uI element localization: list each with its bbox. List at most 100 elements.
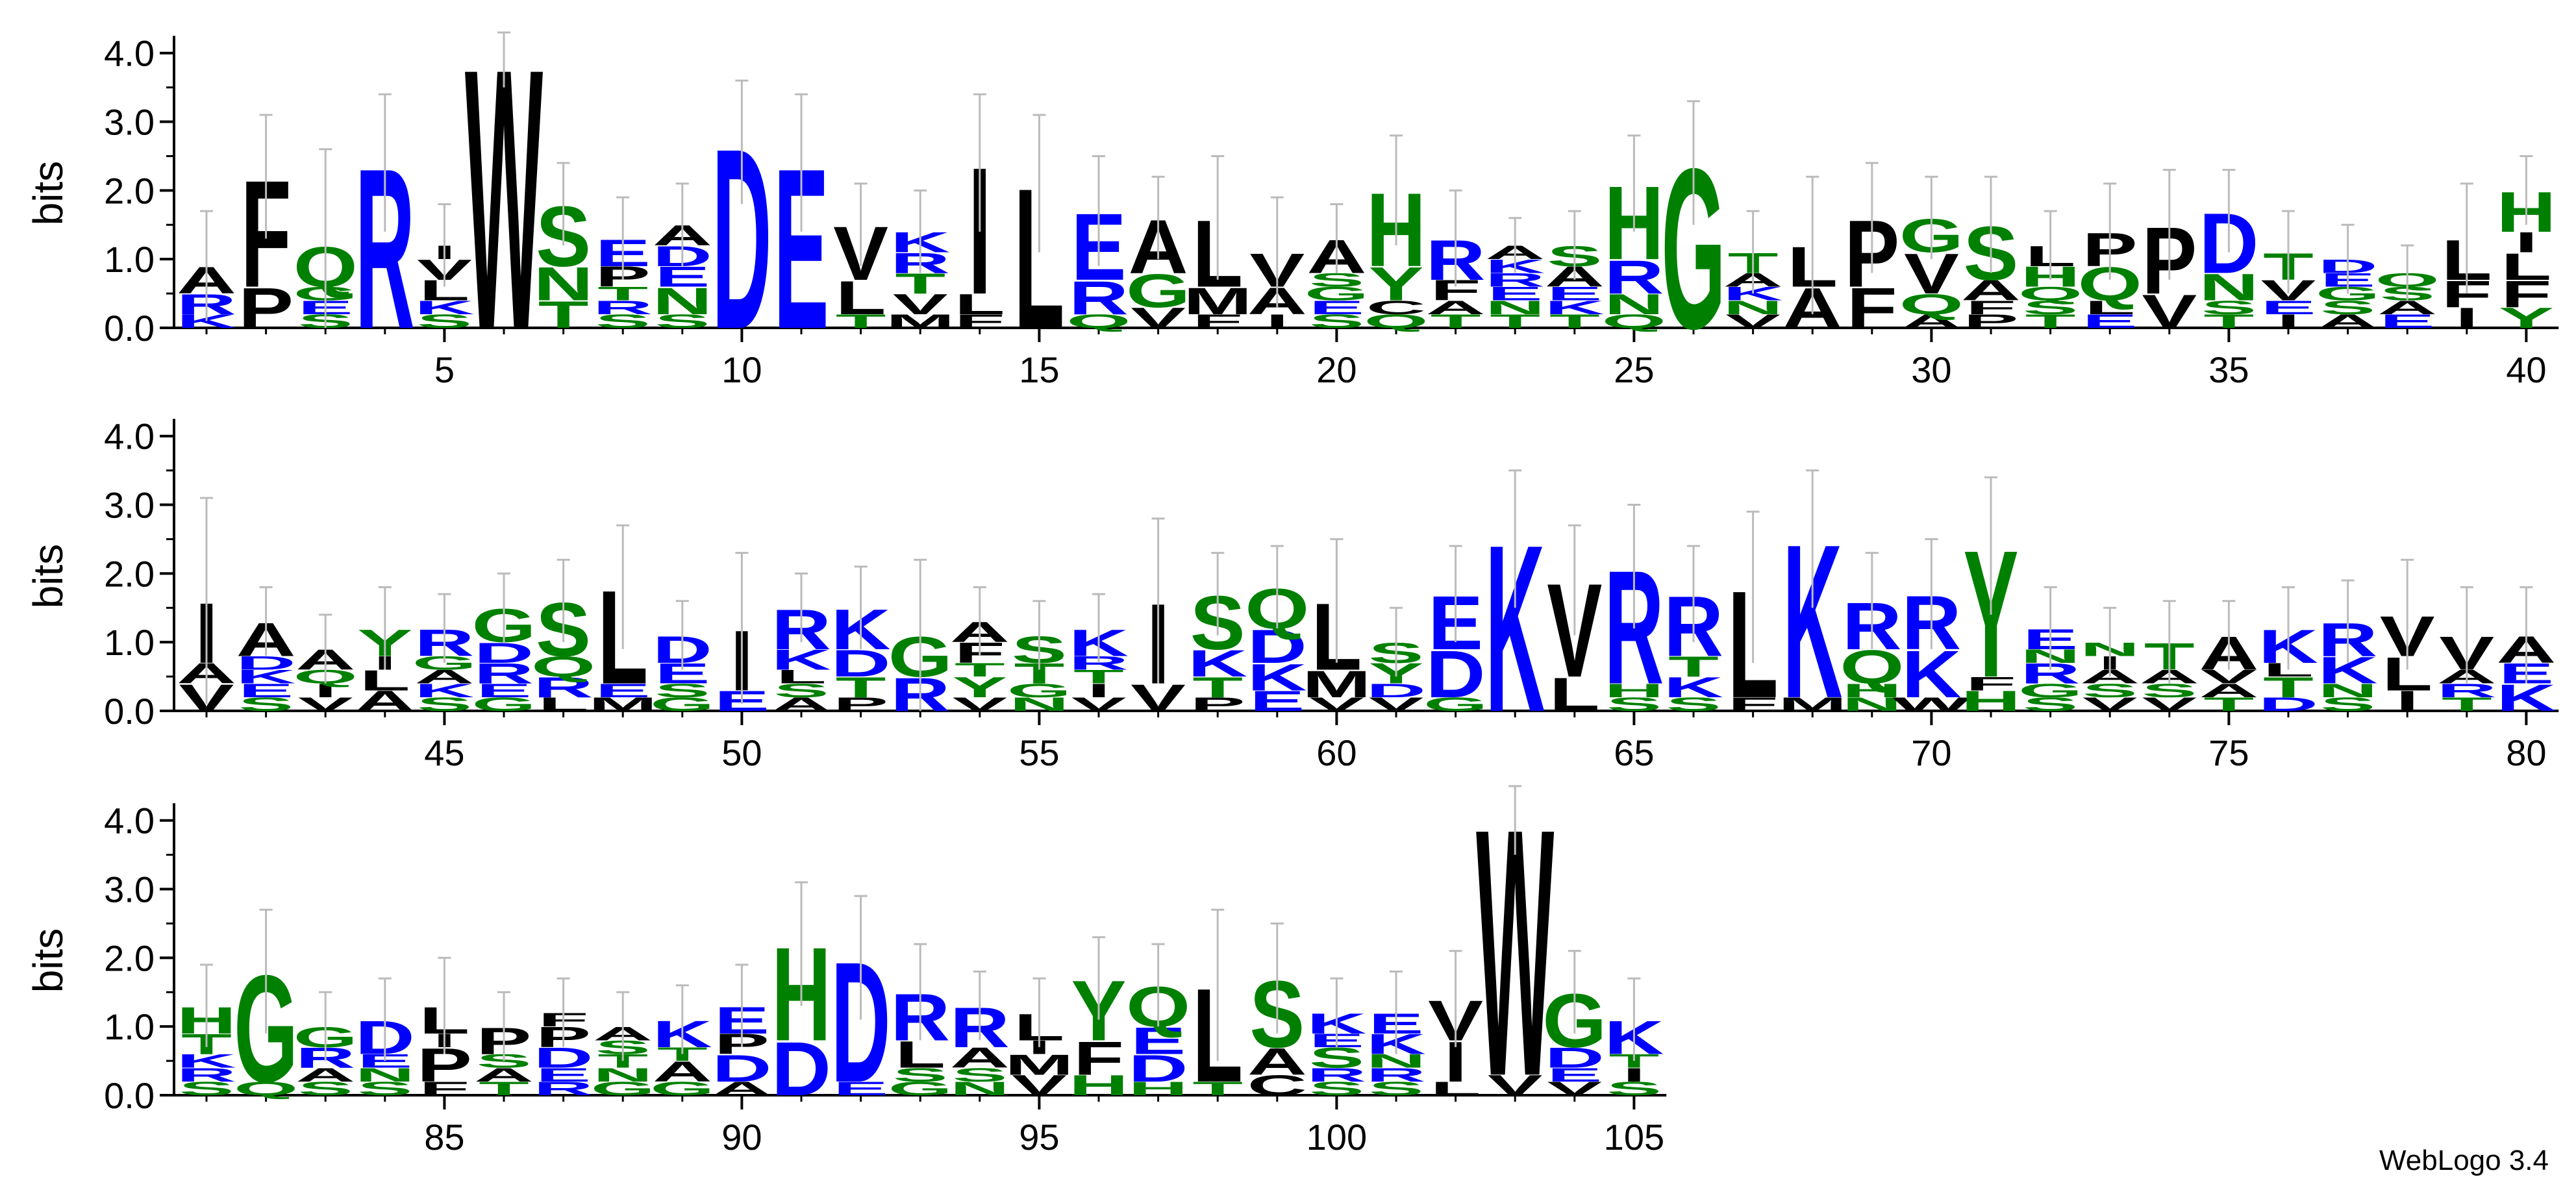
- x-tick-label: 65: [1614, 732, 1654, 773]
- logo-letter-I: I: [2277, 310, 2299, 332]
- logo-letter-H: H: [1069, 1070, 1129, 1102]
- logo-letter-T: T: [2263, 671, 2314, 703]
- logo-letter-Q: Q: [1067, 310, 1131, 332]
- logo-letter-S: S: [595, 310, 651, 332]
- logo-letter-K: K: [1188, 642, 1247, 685]
- logo-letter-A: A: [1426, 297, 1486, 318]
- logo-letter-E: E: [2380, 310, 2435, 332]
- logo-letter-R: R: [1604, 251, 1664, 304]
- logo-letter-V: V: [1071, 693, 1127, 715]
- logo-letter-A: A: [355, 686, 415, 717]
- logo-letter-V: V: [1488, 1070, 1543, 1102]
- logo-letter-E: E: [1249, 686, 1305, 717]
- logo-letter-K: K: [1545, 297, 1605, 318]
- logo-letter-T: T: [836, 671, 886, 703]
- x-tick-label: 25: [1614, 349, 1654, 390]
- logo-letter-K: K: [414, 297, 474, 318]
- logo-letter-T: T: [1490, 310, 1540, 332]
- logo-letter-S: S: [2320, 297, 2375, 318]
- logo-letter-C: C: [1366, 297, 1426, 318]
- logo-letter-E: E: [595, 680, 651, 701]
- logo-letter-F: F: [955, 310, 1005, 332]
- logo-letter-K: K: [414, 680, 474, 701]
- x-tick-label: 15: [1019, 349, 1059, 390]
- logo-letter-R: R: [474, 658, 534, 689]
- logo-letter-Q: Q: [1364, 310, 1429, 332]
- logo-letter-P: P: [238, 277, 294, 340]
- logo-letter-D: D: [771, 1026, 831, 1111]
- x-tick-label: 10: [721, 349, 762, 390]
- logo-letter-E: E: [833, 1078, 888, 1099]
- logo-letter-D: D: [712, 1047, 771, 1090]
- logo-letter-A: A: [295, 1064, 355, 1085]
- logo-letter-V: V: [1131, 676, 1186, 719]
- weblogo-credit: WebLogo 3.4: [2379, 1145, 2549, 1176]
- logo-letter-N: N: [653, 280, 712, 323]
- logo-letter-S: S: [893, 1064, 948, 1085]
- logo-letter-T: T: [2204, 693, 2255, 715]
- logo-letter-E: E: [536, 1064, 591, 1085]
- logo-letter-A: A: [1901, 310, 1961, 332]
- logo-letter-A: A: [653, 1056, 712, 1087]
- logo-letter-V: V: [952, 693, 1007, 715]
- logo-letter-S: S: [1309, 310, 1364, 332]
- x-tick-label: 60: [1316, 732, 1357, 773]
- logo-letter-E: E: [2082, 310, 2138, 332]
- logo-letter-Q: Q: [234, 1078, 298, 1099]
- logo-letter-E: E: [1488, 283, 1543, 304]
- logo-letter-T: T: [1192, 671, 1243, 703]
- y-tick-label: 2.0: [104, 937, 155, 978]
- logo-letter-K: K: [771, 644, 831, 676]
- x-tick-label: 70: [1911, 732, 1951, 773]
- y-tick-label: 0.0: [104, 308, 155, 349]
- x-tick-label: 85: [424, 1117, 464, 1158]
- logo-letter-F: F: [419, 1078, 470, 1099]
- logo-letter-E: E: [477, 680, 532, 701]
- logo-letter-D: D: [1129, 1047, 1188, 1090]
- logo-letter-K: K: [1247, 656, 1307, 699]
- logo-letter-V: V: [2142, 693, 2197, 715]
- logo-letter-Q: Q: [2018, 283, 2082, 304]
- logo-letter-A: A: [1961, 275, 2021, 306]
- x-tick-label: 5: [434, 349, 455, 390]
- logo-letter-R: R: [177, 1064, 236, 1085]
- logo-letter-A: A: [1247, 1040, 1307, 1083]
- x-tick-label: 75: [2208, 732, 2249, 773]
- logo-letter-N: N: [1009, 693, 1069, 715]
- logo-letter-T: T: [2442, 693, 2492, 715]
- logo-letter-D: D: [534, 1042, 594, 1074]
- logo-letter-N: N: [593, 1064, 653, 1085]
- logo-letter-F: F: [1073, 1032, 1124, 1085]
- logo-letter-M: M: [886, 310, 955, 332]
- logo-letter-L: L: [538, 693, 589, 715]
- logo-letter-A: A: [2199, 680, 2258, 701]
- logo-letter-E: E: [1309, 297, 1364, 318]
- logo-letter-T: T: [836, 310, 886, 332]
- logo-letter-I: I: [1266, 310, 1288, 332]
- logo-letter-V: V: [2142, 285, 2197, 338]
- logo-letter-S: S: [1369, 1078, 1424, 1099]
- y-tick-label: 3.0: [104, 485, 155, 526]
- logo-letter-S: S: [952, 1064, 1007, 1085]
- logo-letter-K: K: [177, 1050, 236, 1072]
- logo-letter-G: G: [650, 1078, 714, 1099]
- logo-letter-R: R: [1307, 1064, 1366, 1085]
- logo-letter-S: S: [1309, 1042, 1364, 1074]
- logo-letter-V: V: [1725, 310, 1781, 332]
- logo-letter-N: N: [1723, 297, 1783, 318]
- y-tick-label: 4.0: [104, 33, 155, 74]
- logo-letter-V: V: [1131, 303, 1186, 334]
- logo-letter-S: S: [298, 1078, 353, 1099]
- logo-letter-S: S: [1607, 693, 1662, 715]
- logo-letter-E: E: [1131, 1020, 1186, 1063]
- logo-letter-G: G: [650, 693, 714, 715]
- logo-letter-N: N: [1485, 297, 1545, 318]
- logo-row-2: 0.01.02.03.04.0bitsVAISEKDAVIQAALIY45SKA…: [25, 416, 2559, 773]
- logo-letter-G: G: [1423, 693, 1488, 715]
- logo-letter-T: T: [538, 293, 589, 336]
- y-tick-label: 3.0: [104, 869, 155, 910]
- logo-letter-D: D: [1247, 620, 1307, 673]
